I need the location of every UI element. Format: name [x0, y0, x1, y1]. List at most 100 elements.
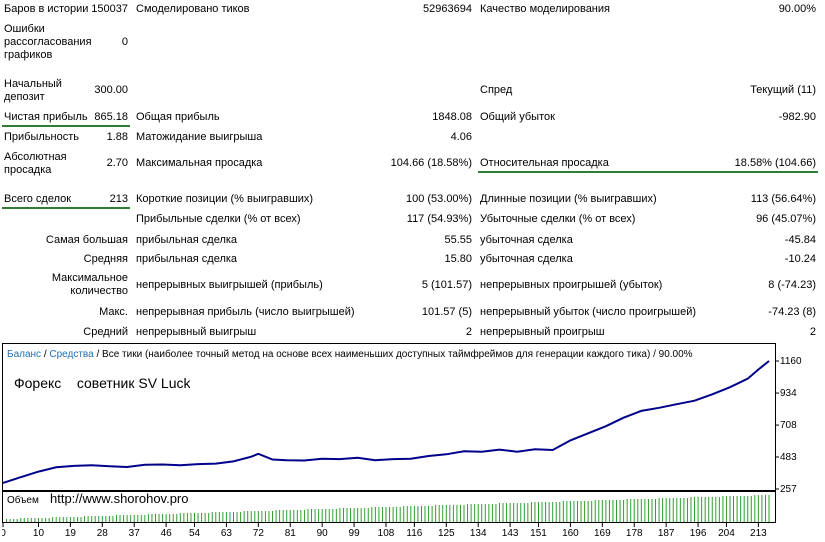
- x-tick-label: 187: [658, 528, 675, 539]
- x-tick-label: 81: [285, 528, 297, 539]
- chart-legend: Баланс / Средства / Все тики (наиболее т…: [7, 348, 693, 360]
- main-plot-frame: [2, 343, 776, 491]
- max-amount-loss-value: -74.23 (8): [768, 306, 816, 318]
- volume-plot-frame: [2, 491, 776, 523]
- average-label: Средняя: [83, 253, 128, 265]
- short-pos-value: 100 (53.00%): [405, 193, 472, 205]
- x-tick-label: 46: [161, 528, 173, 539]
- max-count-win-value: 5 (101.57): [421, 279, 472, 291]
- profit-factor-value: 1.88: [106, 131, 128, 143]
- avg-consec-loss-value: 2: [809, 326, 816, 338]
- deposit-value: 300.00: [94, 84, 128, 96]
- chart-watermark: Форекс советник SV Luck: [14, 375, 192, 391]
- max-amount-win-value: 101.57 (5): [421, 306, 472, 318]
- avg-consec-win-label: непрерывный выигрыш: [136, 326, 257, 338]
- expected-payoff-label: Матожидание выигрыша: [136, 131, 263, 143]
- balance-chart: 1160 934 708 483 257 0 10 19 28 37 46 54 63 72 81 90 99…: [0, 343, 802, 539]
- largest-profit-value: 55.55: [444, 234, 472, 246]
- max-drawdown-label: Максимальная просадка: [136, 157, 263, 169]
- x-tick-label: 125: [438, 528, 455, 539]
- long-pos-value: 113 (56.64%): [750, 193, 816, 205]
- short-pos-label: Короткие позиции (% выигравших): [136, 193, 314, 205]
- volume-bars: [6, 495, 770, 522]
- website-url: http://www.shorohov.pro: [50, 491, 189, 506]
- y-tick-label: 934: [780, 388, 797, 399]
- net-profit-label: Чистая прибыль: [4, 111, 88, 123]
- legend-equity[interactable]: Средства: [49, 349, 94, 360]
- max-drawdown-value: 104.66 (18.58%): [390, 157, 472, 169]
- x-tick-label: 116: [406, 528, 422, 539]
- legend-separator: /: [41, 349, 49, 360]
- mismatch-value: 0: [121, 36, 128, 48]
- x-tick-label: 28: [97, 528, 109, 539]
- average-profit-value: 15.80: [444, 253, 472, 265]
- y-tick-label: 257: [780, 484, 797, 495]
- y-tick-label: 1160: [780, 356, 802, 367]
- x-tick-label: 63: [221, 528, 233, 539]
- avg-consec-loss-label: непрерывный проигрыш: [480, 326, 605, 338]
- gross-loss-value: -982.90: [778, 111, 816, 123]
- max-count-loss-label: непрерывных проигрышей (убыток): [480, 279, 663, 291]
- average-profit-label: прибыльная сделка: [136, 253, 238, 265]
- max-amount-loss-label: непрерывный убыток (число проигрышей): [480, 306, 697, 318]
- x-tick-label: 213: [750, 528, 767, 539]
- max-count-label: Максимальное количество: [51, 272, 128, 297]
- bars-label: Баров в истории: [4, 3, 89, 15]
- max-amount-label: Макс.: [99, 306, 128, 318]
- avg-consec-win-value: 2: [465, 326, 472, 338]
- volume-label: Объем: [7, 494, 39, 506]
- largest-loss-value: -45.84: [784, 234, 816, 246]
- x-tick-label: 54: [189, 528, 201, 539]
- x-tick-label: 10: [33, 528, 45, 539]
- y-axis: 1160 934 708 483 257: [775, 356, 802, 495]
- x-axis: 0 10 19 28 37 46 54 63 72 81 90 99 108 116 125 134 143 15…: [0, 523, 767, 539]
- largest-label: Самая большая: [45, 234, 128, 246]
- long-pos-label: Длинные позиции (% выигравших): [480, 193, 657, 205]
- loss-trades-label: Убыточные сделки (% от всех): [480, 213, 636, 225]
- x-tick-label: 37: [129, 528, 141, 539]
- quality-value: 90.00%: [778, 3, 816, 15]
- legend-description: / Все тики (наиболее точный метод на осн…: [94, 348, 693, 360]
- average-loss-label: убыточная сделка: [480, 253, 573, 265]
- total-trades-label: Всего сделок: [4, 193, 72, 205]
- abs-drawdown-value: 2.70: [106, 157, 128, 169]
- balance-chart-panel: 1160 934 708 483 257 0 10 19 28 37 46 54 63 72 81 90 99…: [0, 343, 820, 539]
- max-amount-win-label: непрерывная прибыль (число выигрышей): [136, 306, 355, 318]
- x-tick-label: 196: [690, 528, 707, 539]
- x-tick-label: 72: [253, 528, 265, 539]
- balance-series-line: [2, 360, 770, 484]
- y-tick-label: 708: [780, 420, 797, 431]
- quality-label: Качество моделирования: [480, 3, 610, 15]
- x-tick-label: 160: [562, 528, 579, 539]
- x-tick-label: 204: [718, 528, 735, 539]
- average-loss-value: -10.24: [784, 253, 816, 265]
- x-tick-label: 143: [502, 528, 519, 539]
- profit-trades-label: Прибыльные сделки (% от всех): [136, 213, 301, 225]
- largest-loss-label: убыточная сделка: [480, 234, 573, 246]
- x-tick-label: 178: [626, 528, 643, 539]
- rel-drawdown-value: 18.58% (104.66): [734, 157, 816, 169]
- rel-drawdown-underline: [478, 171, 818, 173]
- loss-trades-value: 96 (45.07%): [756, 213, 816, 225]
- gross-profit-value: 1848.08: [432, 111, 472, 123]
- x-tick-label: 108: [378, 528, 395, 539]
- gross-profit-label: Общая прибыль: [136, 111, 220, 123]
- avg-consec-label: Средний: [83, 326, 128, 338]
- x-tick-label: 0: [2, 528, 6, 539]
- largest-profit-label: прибыльная сделка: [136, 234, 238, 246]
- ticks-value: 52963694: [423, 3, 472, 15]
- x-tick-label: 151: [530, 528, 547, 539]
- legend-balance[interactable]: Баланс: [7, 349, 41, 360]
- mismatch-label: Ошибки рассогласования графиков: [4, 23, 92, 61]
- expected-payoff-value: 4.06: [450, 131, 472, 143]
- x-tick-label: 99: [349, 528, 361, 539]
- rel-drawdown-label: Относительная просадка: [480, 157, 609, 169]
- x-tick-label: 19: [65, 528, 77, 539]
- bars-value: 150037: [91, 3, 128, 15]
- max-count-win-label: непрерывных выигрышей (прибыль): [136, 279, 323, 291]
- gross-loss-label: Общий убыток: [480, 111, 555, 123]
- spread-label: Спред: [480, 84, 513, 96]
- x-tick-label: 90: [317, 528, 329, 539]
- spread-value: Текущий (11): [750, 84, 816, 96]
- abs-drawdown-label: Абсолютная просадка: [4, 151, 67, 176]
